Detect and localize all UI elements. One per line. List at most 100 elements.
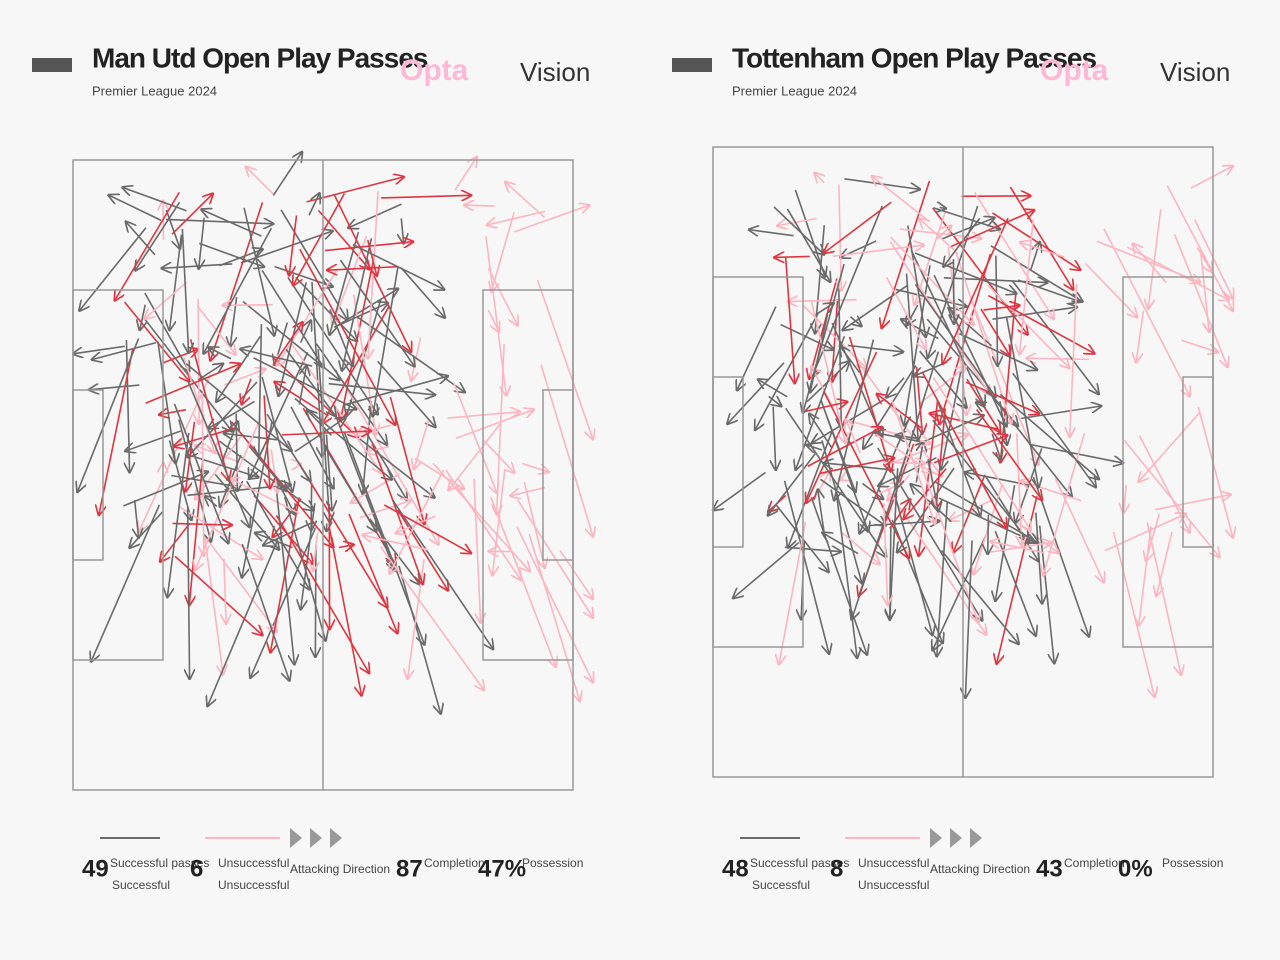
legend-label: Attacking Direction — [290, 862, 390, 876]
pass-arrow — [991, 433, 1001, 460]
pass-arrow — [523, 481, 544, 568]
pass-arrow — [1035, 512, 1042, 604]
pass-arrow — [788, 429, 834, 548]
pass-arrow — [272, 152, 302, 196]
pass-arrow — [840, 346, 861, 374]
pass-arrow — [487, 309, 499, 332]
pass-arrow — [295, 276, 357, 341]
pass-arrow — [824, 201, 892, 253]
pass-arrow — [171, 194, 213, 235]
pass-arrow — [334, 289, 398, 328]
pass-arrow — [970, 300, 1039, 465]
pass-arrow — [893, 493, 933, 635]
pass-arrow — [408, 558, 425, 679]
pass-arrow — [522, 462, 548, 472]
pass-arrow — [272, 322, 303, 367]
pass-arrow — [877, 447, 982, 621]
pass-arrow — [1017, 279, 1080, 302]
penalty-box — [1122, 276, 1214, 648]
pass-arrow — [980, 308, 1010, 355]
pass-arrow — [1028, 443, 1123, 463]
pass-arrow — [328, 382, 435, 395]
pass-arrow — [414, 420, 430, 469]
pass-arrow — [995, 484, 1016, 601]
stat-value: 49 — [82, 855, 109, 882]
subtitle: Premier League 2024 — [732, 83, 857, 98]
pass-arrow — [1103, 228, 1190, 396]
pass-arrow — [401, 218, 403, 243]
pass-arrow — [516, 499, 593, 618]
pass-arrow — [313, 532, 318, 571]
pass-arrow — [807, 445, 823, 450]
pass-arrow — [755, 312, 820, 430]
pass-arrow — [261, 376, 292, 492]
pass-arrow — [204, 537, 223, 675]
pass-arrow — [135, 499, 139, 538]
pass-arrow — [224, 558, 226, 624]
pass-arrow — [841, 479, 844, 480]
pass-arrow — [216, 335, 261, 401]
pass-arrow — [846, 420, 862, 454]
pass-arrow — [1084, 262, 1137, 317]
pass-arrow — [994, 530, 1036, 636]
pass-arrow — [253, 494, 313, 563]
pass-arrow — [273, 498, 302, 537]
stat-value: 6 — [190, 855, 203, 882]
partner: Vision — [1160, 57, 1230, 87]
pass-arrow — [188, 506, 190, 679]
pass-arrow — [932, 534, 987, 650]
pass-arrow — [189, 339, 229, 480]
pass-arrow — [911, 484, 952, 523]
pass-arrow — [768, 453, 816, 516]
pass-arrow — [339, 259, 414, 366]
pass-arrow — [826, 417, 855, 492]
pass-arrow — [492, 468, 506, 575]
pass-arrow — [920, 464, 979, 623]
subtitle: Premier League 2024 — [92, 83, 217, 98]
pass-arrow — [932, 377, 1030, 530]
pass-arrow — [246, 167, 274, 195]
pass-arrow — [464, 205, 495, 206]
pass-arrow — [126, 222, 156, 256]
pass-arrow — [1005, 316, 1038, 488]
pass-arrow — [92, 341, 156, 360]
pass-arrow — [332, 235, 368, 325]
pass-arrow — [777, 217, 817, 225]
pass-arrow — [357, 316, 465, 392]
pass-arrow — [1009, 186, 1073, 290]
pass-arrow — [849, 317, 861, 326]
pass-arrow — [454, 157, 477, 191]
legend-label: Successful — [752, 878, 810, 892]
pass-arrow — [976, 403, 986, 408]
pass-arrow — [1043, 433, 1086, 575]
pass-arrow — [187, 380, 250, 527]
pass-arrow — [343, 376, 448, 406]
pass-arrow — [325, 447, 376, 531]
pass-arrow — [907, 304, 919, 325]
pass-arrow — [342, 238, 373, 370]
legend-label: Unsuccessful — [858, 878, 929, 892]
pass-arrow — [758, 379, 788, 398]
pass-arrow — [162, 264, 233, 268]
pass-arrow — [1070, 284, 1078, 437]
pass-arrow — [965, 540, 973, 698]
brand: Opta — [400, 54, 469, 87]
pass-arrow — [1193, 219, 1233, 299]
pass-arrow — [173, 403, 228, 543]
pass-arrow — [202, 392, 204, 556]
pass-arrow — [298, 365, 306, 405]
pass-arrow — [1156, 531, 1173, 596]
penalty-box — [72, 289, 164, 661]
pass-arrow — [1032, 476, 1089, 637]
pass-arrow — [784, 257, 795, 383]
pass-arrow — [363, 535, 428, 551]
pass-arrow — [885, 276, 926, 349]
six-yard-box — [72, 389, 104, 561]
pass-arrow — [246, 480, 310, 589]
pass-arrow — [990, 541, 1044, 554]
stat-label: Unsuccessful — [218, 856, 289, 870]
pass-arrow — [884, 503, 888, 605]
brand: Opta — [1040, 54, 1109, 87]
pass-arrow — [786, 208, 830, 282]
stat-label: Successful passes — [110, 856, 209, 870]
